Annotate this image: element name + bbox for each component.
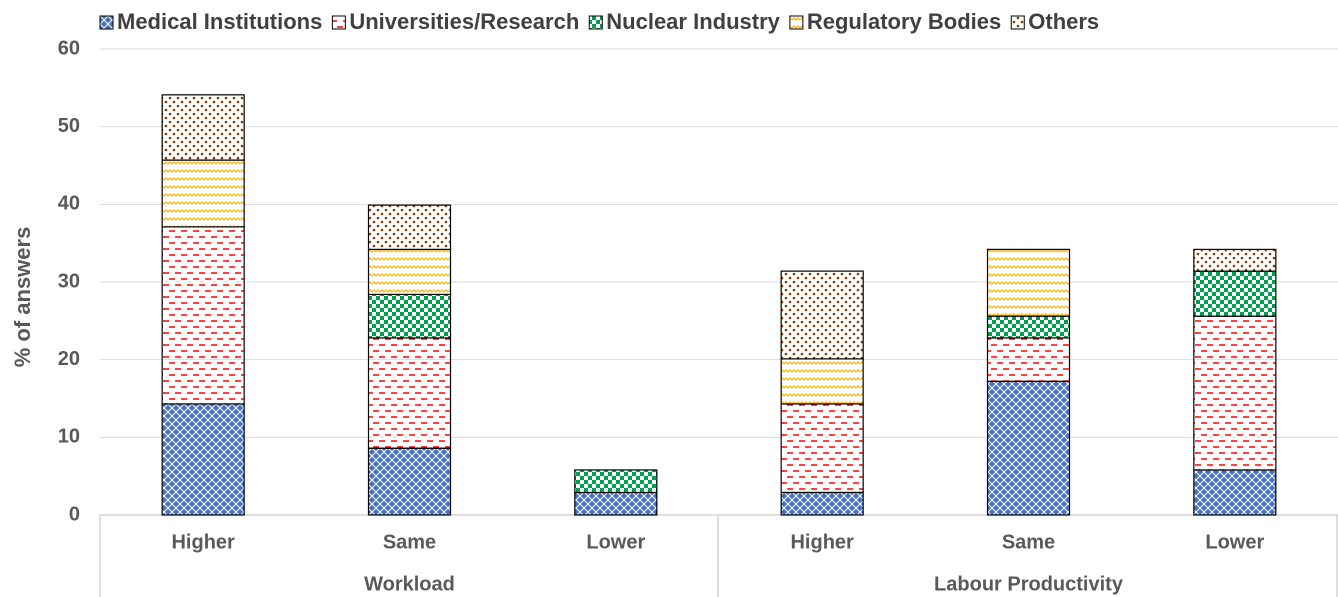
bar-segment — [1193, 248, 1277, 272]
bar-segment — [986, 380, 1071, 516]
y-tick-label: 60 — [58, 37, 80, 59]
legend-label: Others — [1028, 9, 1099, 34]
group-label: Labour Productivity — [934, 573, 1124, 595]
bar-segment — [1193, 270, 1277, 317]
x-tick-label: Same — [1002, 531, 1055, 553]
bar-segment — [161, 403, 245, 516]
y-tick-label: 40 — [58, 193, 80, 215]
y-tick-label: 50 — [58, 115, 80, 137]
x-tick-label: Same — [383, 531, 436, 553]
legend-swatch — [331, 15, 346, 30]
bar-segment — [1193, 469, 1277, 516]
x-tick-label: Lower — [1205, 531, 1264, 553]
legend-label: Nuclear Industry — [606, 9, 780, 34]
legend-swatch — [99, 15, 114, 30]
y-tick-label: 0 — [69, 503, 80, 525]
y-tick-label: 30 — [58, 270, 80, 292]
bar-segment — [367, 293, 452, 339]
bar-segment — [780, 358, 864, 405]
y-axis-label: % of answers — [10, 227, 35, 368]
legend-swatch — [789, 15, 804, 30]
bar-segment — [986, 315, 1071, 339]
x-tick-label: Higher — [171, 531, 235, 553]
legend-label: Medical Institutions — [117, 9, 322, 34]
x-tick-label: Lower — [586, 531, 645, 553]
legend-label: Regulatory Bodies — [807, 9, 1001, 34]
legend-swatch — [1010, 15, 1025, 30]
bar-segment — [1193, 315, 1277, 471]
bar-segment — [367, 447, 452, 516]
bar-segment — [161, 226, 245, 405]
group-label: Workload — [364, 573, 455, 595]
bar-segment — [367, 204, 452, 250]
bar-segment — [986, 248, 1071, 317]
bar-segment — [574, 469, 658, 494]
bar-segment — [367, 248, 452, 296]
bar-segment — [780, 270, 864, 360]
bar-segment — [780, 403, 864, 494]
bar-segment — [161, 94, 245, 161]
bar-segment — [780, 491, 864, 516]
legend-swatch — [588, 15, 603, 30]
bar-segment — [574, 491, 658, 516]
y-tick-label: 10 — [58, 426, 80, 448]
bar-segment — [161, 159, 245, 228]
bar-segment — [986, 337, 1071, 383]
x-tick-label: Higher — [790, 531, 854, 553]
bar-segment — [367, 337, 452, 449]
legend-label: Universities/Research — [349, 9, 579, 34]
y-tick-label: 20 — [58, 348, 80, 370]
